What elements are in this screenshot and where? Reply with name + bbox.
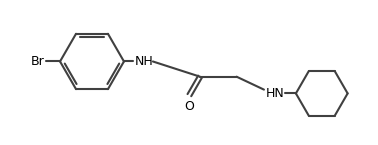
Text: Br: Br	[31, 55, 45, 68]
Text: HN: HN	[265, 87, 284, 100]
Text: NH: NH	[135, 55, 153, 68]
Text: O: O	[184, 100, 194, 113]
